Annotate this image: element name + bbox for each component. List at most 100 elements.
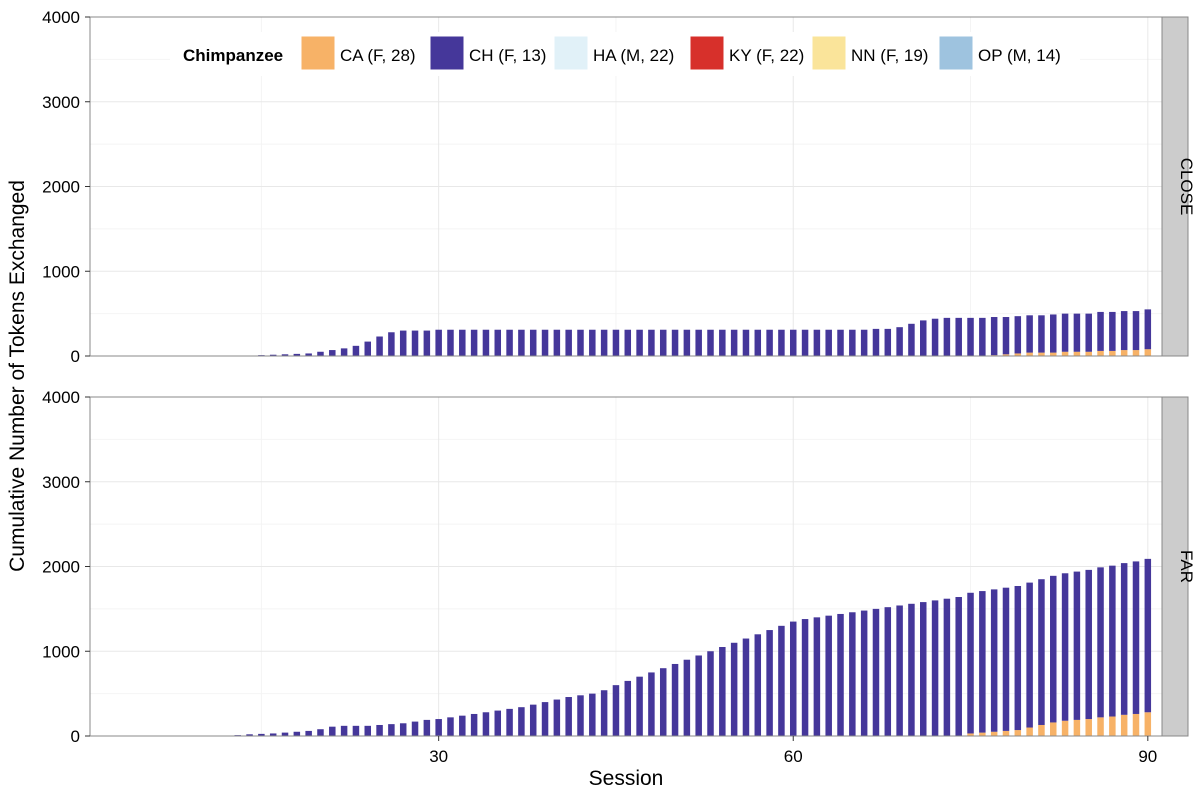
bar-segment (364, 725, 372, 736)
bar-segment (1097, 311, 1104, 351)
bar-segment (837, 329, 844, 356)
bar-segment (742, 329, 750, 356)
bar-segment (837, 613, 844, 736)
bar-segment (825, 329, 832, 356)
bar-segment (813, 617, 821, 736)
bar-segment (1026, 352, 1033, 356)
legend-item-ch: CH (F, 13) (429, 35, 546, 71)
bar-segment (553, 329, 561, 356)
x-tick-label: 90 (1138, 747, 1157, 766)
bar-segment (1038, 579, 1045, 725)
y-tick-label: 3000 (42, 93, 80, 112)
bar-segment (943, 598, 951, 736)
bar-segment (671, 663, 679, 736)
bar-segment (1085, 313, 1092, 352)
strip-close: CLOSE (1161, 16, 1196, 357)
bar-segment (707, 651, 714, 736)
bar-segment (872, 328, 880, 356)
bar-segment (1109, 311, 1116, 351)
bar-segment (600, 690, 608, 736)
series-ch (246, 309, 1152, 356)
bar-segment (884, 607, 892, 736)
bar-segment (730, 329, 738, 356)
bar-segment (1038, 724, 1045, 736)
y-tick-label: 2000 (42, 558, 80, 577)
bar-segment (1097, 567, 1104, 718)
bar-segment (849, 612, 856, 736)
x-tick-label: 60 (784, 747, 803, 766)
bar-segment (612, 329, 620, 356)
bar-segment (990, 589, 998, 732)
bar-segment (979, 317, 986, 356)
bar-segment (1026, 727, 1033, 736)
bar-segment (352, 345, 360, 356)
bar-segment (1050, 722, 1057, 736)
legend-key (553, 35, 589, 71)
y-tick-label: 2000 (42, 178, 80, 197)
bar-segment (884, 328, 892, 356)
y-tick-label: 1000 (42, 262, 80, 281)
bar-segment (683, 659, 691, 736)
bar-segment (1132, 713, 1140, 736)
bar-segment (636, 676, 643, 736)
bar-segment (1014, 353, 1022, 356)
bar-segment (529, 704, 537, 736)
bar-segment (1120, 714, 1128, 736)
legend-key (938, 35, 974, 71)
bar-segment (1073, 351, 1081, 356)
bar-segment (506, 329, 513, 356)
series-ca (967, 712, 1152, 736)
bar-segment (518, 707, 525, 736)
y-tick-label: 1000 (42, 642, 80, 661)
bar-segment (459, 715, 466, 736)
bar-segment (955, 317, 962, 356)
bar-segment (411, 721, 419, 736)
x-axis-title: Session (589, 767, 664, 790)
bar-segment (1144, 309, 1152, 350)
bar-segment (281, 354, 289, 356)
y-axis-title: Cumulative Number of Tokens Exchanged (6, 180, 29, 572)
strip-label: FAR (1177, 550, 1196, 583)
bar-segment (565, 329, 572, 356)
bar-segment (1026, 582, 1033, 728)
bar-segment (399, 723, 407, 736)
bar-segment (447, 717, 454, 736)
bar-segment (1109, 716, 1116, 736)
bar-segment (801, 329, 809, 356)
bar-segment (1132, 311, 1140, 351)
bar-segment (967, 592, 974, 734)
legend-label: HA (M, 22) (593, 46, 674, 65)
bar-segment (577, 329, 584, 356)
bar-segment (1002, 354, 1010, 356)
bar-segment (683, 329, 691, 356)
bar-segment (1073, 313, 1081, 352)
bar-segment (943, 317, 951, 356)
legend-label: KY (F, 22) (729, 46, 804, 65)
bar-segment (1061, 313, 1069, 352)
bar-segment (482, 712, 490, 736)
bar-segment (447, 329, 454, 356)
bar-segment (423, 330, 431, 356)
bar-segment (329, 726, 336, 736)
legend-label: OP (M, 14) (978, 46, 1061, 65)
bar-segment (269, 354, 277, 356)
bar-segment (648, 672, 655, 736)
bar-segment (801, 619, 809, 736)
bar-segment (695, 329, 702, 356)
bar-segment (872, 608, 880, 736)
bar-segment (317, 351, 324, 356)
legend-key (300, 35, 336, 71)
series-ca (990, 349, 1152, 356)
bar-segment (305, 353, 312, 356)
legend-label: CH (F, 13) (469, 46, 546, 65)
bar-segment (1120, 350, 1128, 356)
panel-far: FAR 0 1000 2000 3000 4000 30 60 90 (42, 388, 1196, 766)
bar-segment (695, 655, 702, 736)
bar-segment (1097, 717, 1104, 736)
bar-segment (766, 329, 773, 356)
bar-segment (931, 600, 939, 736)
legend-item-nn: NN (F, 19) (811, 35, 928, 71)
bar-segment (730, 642, 738, 736)
y-tick-label: 4000 (42, 388, 80, 407)
bar-segment (388, 332, 395, 356)
